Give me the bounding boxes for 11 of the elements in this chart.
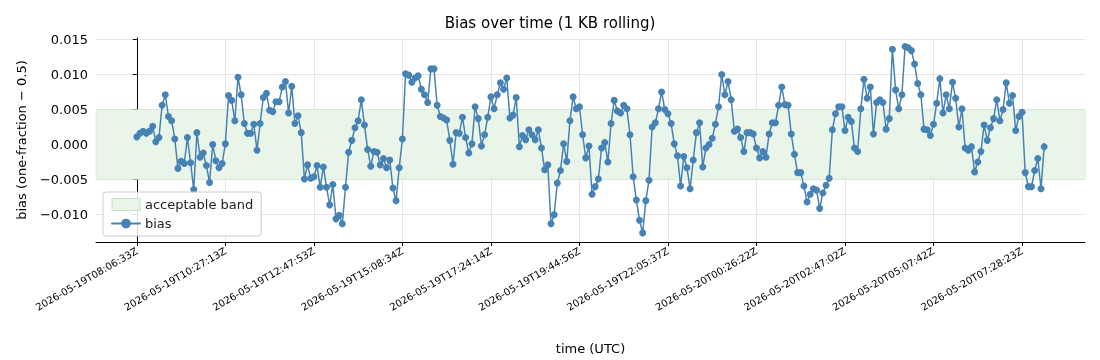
legend-label: acceptable band	[145, 197, 254, 212]
y-tick-label: −0.005	[39, 172, 88, 188]
y-tick-label: 0.000	[50, 137, 88, 153]
y-axis-title: bias (one-fraction − 0.5)	[14, 60, 29, 220]
y-tick-label: 0.010	[50, 66, 88, 82]
legend-label: bias	[145, 216, 172, 231]
y-tick-label: 0.015	[50, 31, 88, 47]
x-axis-title: time (UTC)	[555, 341, 626, 356]
chart-title: Bias over time (1 KB rolling)	[444, 13, 656, 32]
y-tick-label: −0.010	[39, 207, 88, 223]
y-tick-label: 0.005	[50, 102, 88, 118]
